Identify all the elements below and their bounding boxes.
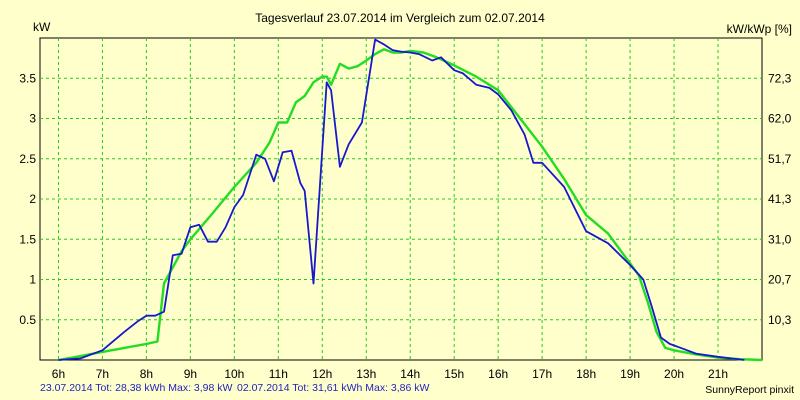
y-right-tick-label: 31,0 [768, 232, 792, 246]
x-tick-label: 7h [96, 367, 109, 381]
y-axis-left-label: kW [33, 20, 51, 34]
x-tick-label: 9h [184, 367, 197, 381]
y-left-tick-label: 2.5 [19, 152, 36, 166]
series1-summary: 23.07.2014 Tot: 28,38 kWh Max: 3,98 kW [40, 382, 233, 394]
x-tick-label: 12h [312, 367, 332, 381]
x-tick-label: 8h [140, 367, 153, 381]
x-tick-label: 6h [52, 367, 65, 381]
x-tick-label: 18h [576, 367, 596, 381]
x-tick-label: 13h [356, 367, 376, 381]
x-tick-label: 21h [708, 367, 728, 381]
x-tick-label: 11h [269, 367, 288, 381]
axis-ticks: 6h 7h 8h 9h 10h 11h 12h 13h 14h 15h 16h 17h 18h 19h 20… [19, 71, 791, 381]
chart-title: Tagesverlauf 23.07.2014 im Vergleich zum… [255, 11, 545, 25]
x-tick-label: 19h [620, 367, 640, 381]
y-left-tick-label: 0.5 [19, 313, 36, 327]
y-right-tick-label: 10,3 [768, 313, 792, 327]
y-right-tick-label: 20,7 [768, 273, 792, 287]
credit-text: SunnyReport pinxit [705, 384, 794, 396]
x-tick-label: 17h [532, 367, 552, 381]
x-tick-label: 14h [400, 367, 420, 381]
y-axis-right-label: kW/kWp [%] [726, 22, 792, 36]
series-layer [58, 38, 763, 362]
y-left-tick-label: 2 [29, 192, 36, 206]
series-line-2 [58, 38, 745, 361]
y-left-tick-label: 3 [29, 112, 36, 126]
y-right-tick-label: 51,7 [768, 152, 792, 166]
y-left-tick-label: 1 [29, 273, 36, 287]
x-tick-label: 20h [664, 367, 684, 381]
y-left-tick-label: 3.5 [19, 71, 36, 85]
y-left-tick-label: 1.5 [19, 232, 36, 246]
x-tick-label: 10h [224, 367, 244, 381]
x-tick-label: 15h [444, 367, 464, 381]
y-right-tick-label: 41,3 [768, 192, 792, 206]
x-tick-label: 16h [488, 367, 508, 381]
y-right-tick-label: 62,0 [768, 112, 792, 126]
y-right-tick-label: 72,3 [768, 71, 792, 85]
series2-summary: 02.07.2014 Tot: 31,61 kWh Max: 3,86 kW [237, 382, 430, 394]
